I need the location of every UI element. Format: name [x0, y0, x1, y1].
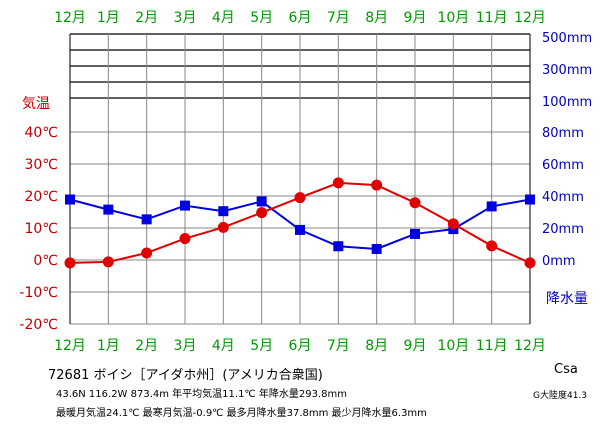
temperature-point	[64, 257, 76, 269]
month-label-bottom: 8月	[365, 338, 388, 354]
temperature-point	[102, 256, 114, 268]
temperature-tick-label: 20℃	[24, 189, 58, 205]
precipitation-point	[218, 206, 229, 217]
month-label-top: 11月	[476, 10, 508, 26]
month-label-bottom: 12月	[54, 338, 86, 354]
precipitation-point	[103, 204, 114, 215]
precipitation-point	[295, 224, 305, 235]
month-label-bottom: 10月	[437, 338, 469, 354]
month-labels-top: 12月 1月 2月 3月 4月 5月 6月 7月 8月 9月 10月 11月 12月	[54, 10, 546, 26]
station-stats-2: 最暖月気温24.1℃ 最寒月気温-0.9℃ 最多月降水量37.8mm 最少月降水…	[56, 408, 427, 419]
month-label-top: 12月	[514, 10, 546, 26]
month-label-bottom: 1月	[97, 338, 120, 354]
station-name: 72681 ボイシ［アイダホ州］(アメリカ合衆国)	[48, 368, 323, 383]
precipitation-point	[486, 201, 497, 212]
month-label-bottom: 5月	[250, 338, 273, 354]
temperature-tick-label: 40℃	[24, 125, 58, 141]
month-label-bottom: 9月	[404, 338, 427, 354]
precipitation-point	[525, 194, 535, 205]
temperature-point	[217, 221, 229, 233]
temperature-point	[256, 207, 268, 219]
month-label-bottom: 12月	[514, 338, 546, 354]
temperature-axis: 気温 40℃ 30℃ 20℃ 10℃ 0℃ -10℃ -20℃	[19, 96, 58, 333]
month-label-top: 1月	[97, 10, 120, 26]
month-label-bottom: 6月	[289, 338, 312, 354]
temperature-point	[332, 177, 344, 189]
temperature-tick-label: 0℃	[33, 253, 58, 269]
precipitation-point	[333, 241, 344, 252]
climate-classification: Csa	[554, 362, 578, 377]
precipitation-tick-label: 0mm	[542, 254, 576, 269]
precipitation-point	[256, 196, 267, 207]
precipitation-point	[410, 228, 420, 239]
month-label-top: 6月	[289, 10, 312, 26]
month-label-top: 3月	[174, 10, 197, 26]
temperature-point	[371, 179, 383, 191]
month-label-bottom: 7月	[327, 338, 350, 354]
temperature-tick-label: -20℃	[19, 317, 58, 333]
temperature-point	[294, 192, 306, 204]
station-stats-1: 43.6N 116.2W 873.4m 年平均気温11.1℃ 年降水量293.8…	[56, 389, 347, 400]
month-label-bottom: 11月	[476, 338, 508, 354]
temperature-tick-label: -10℃	[19, 285, 58, 301]
month-label-top: 7月	[327, 10, 350, 26]
month-label-top: 2月	[135, 10, 158, 26]
temperature-tick-label: 10℃	[24, 221, 58, 237]
precipitation-tick-label: 300mm	[542, 63, 592, 78]
month-labels-bottom: 12月 1月 2月 3月 4月 5月 6月 7月 8月 9月 10月 11月 12月	[54, 338, 546, 354]
month-label-bottom: 4月	[212, 338, 235, 354]
temperature-point	[524, 257, 536, 269]
month-label-top: 5月	[250, 10, 273, 26]
temperature-axis-title: 気温	[22, 96, 50, 112]
temperature-point	[141, 247, 153, 259]
precipitation-point	[371, 243, 382, 254]
temperature-tick-label: 30℃	[24, 157, 58, 173]
precipitation-tick-label: 100mm	[542, 95, 592, 110]
precipitation-point	[65, 194, 75, 205]
temperature-point	[447, 218, 459, 230]
continentality-index: G大陸度41.3	[533, 391, 588, 401]
month-label-bottom: 3月	[174, 338, 197, 354]
precipitation-point	[141, 214, 152, 225]
temperature-series	[64, 177, 536, 269]
month-label-top: 9月	[404, 10, 427, 26]
month-label-top: 10月	[437, 10, 469, 26]
precipitation-axis-title: 降水量	[546, 291, 588, 307]
precipitation-tick-label: 60mm	[542, 158, 584, 173]
precipitation-tick-label: 80mm	[542, 126, 584, 141]
precipitation-tick-label: 40mm	[542, 190, 584, 205]
temperature-point	[179, 233, 191, 245]
month-label-bottom: 2月	[135, 338, 158, 354]
month-label-top: 8月	[365, 10, 388, 26]
precipitation-tick-label: 500mm	[542, 31, 592, 46]
month-label-top: 12月	[54, 10, 86, 26]
temperature-point	[486, 240, 498, 252]
grid	[69, 33, 531, 325]
precipitation-axis: 500mm 300mm 100mm 80mm 60mm 40mm 20mm 0mm 降水量	[542, 31, 592, 307]
precipitation-tick-label: 20mm	[542, 222, 584, 237]
precipitation-point	[180, 200, 190, 211]
temperature-point	[409, 197, 421, 209]
month-label-top: 4月	[212, 10, 235, 26]
